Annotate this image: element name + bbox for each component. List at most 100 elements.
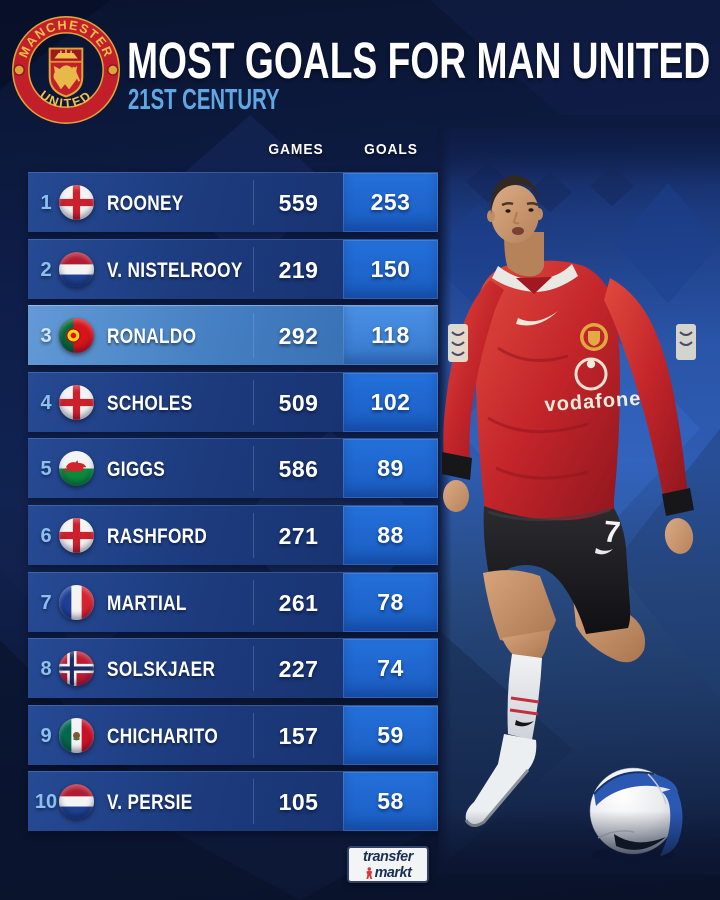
games-value: 586 <box>278 456 319 483</box>
shorts-waistband <box>487 508 611 521</box>
rank-label: 3 <box>40 325 52 348</box>
shirt-number: 7 <box>602 515 622 549</box>
sleeve-badge <box>676 324 696 360</box>
rank-label: 10 <box>34 791 58 814</box>
flag-norway-icon <box>59 651 94 687</box>
column-header-games: GAMES <box>268 141 324 158</box>
table-row: 9 CHICHARITO 157 59 <box>28 704 438 765</box>
goals-value: 150 <box>370 255 411 282</box>
rank-label: 7 <box>40 591 52 614</box>
transfermarkt-line1: transfer <box>363 848 413 865</box>
crest-rosette <box>13 64 26 76</box>
goals-value-box: 89 <box>343 439 438 499</box>
column-divider <box>253 379 254 425</box>
column-divider <box>253 180 254 225</box>
player-name: GIGGS <box>107 458 166 482</box>
crest-bottom-text: UNITED <box>37 87 93 111</box>
transfermarkt-mascot-icon <box>366 867 372 879</box>
table-row: 10 V. PERSIE 105 58 <box>28 771 438 832</box>
player-boot <box>465 734 537 826</box>
column-header-goals: GOALS <box>364 141 418 158</box>
table-row: 2 V. NISTELROOY 219 150 <box>28 238 438 299</box>
player-right-hand <box>443 480 469 512</box>
nike-swoosh-icon <box>515 720 534 727</box>
table-row: 8 SOLSKJAER 227 74 <box>28 638 438 699</box>
games-value: 559 <box>278 190 319 216</box>
sleeve-badge-mark <box>679 331 693 346</box>
column-divider <box>253 646 254 692</box>
shirt-collar <box>492 264 578 292</box>
games-value: 261 <box>278 589 319 616</box>
table-row: 4 SCHOLES 509 102 <box>28 371 438 432</box>
table-row: 7 MARTIAL 261 78 <box>28 571 438 632</box>
flag-england-icon <box>59 185 94 220</box>
crest-shield <box>48 47 84 98</box>
goals-value: 102 <box>370 388 411 415</box>
goals-value-box: 102 <box>343 372 438 432</box>
goals-value: 78 <box>377 588 404 615</box>
page-title: MOST GOALS FOR MAN UNITED <box>127 32 711 89</box>
svg-text:UNITED: UNITED <box>37 87 95 111</box>
games-value: 509 <box>278 389 319 416</box>
rank-label: 1 <box>40 192 52 214</box>
sock-stripes <box>509 696 540 716</box>
transfermarkt-line2: markt <box>374 864 412 881</box>
player-name: RASHFORD <box>107 525 208 548</box>
games-value: 292 <box>278 323 319 350</box>
shirt-cuff <box>442 452 472 480</box>
player-neck <box>504 232 544 277</box>
flag-england-icon <box>59 518 94 553</box>
player-name: V. PERSIE <box>107 791 193 815</box>
sleeve-badge-mark <box>451 331 465 356</box>
column-divider <box>253 446 254 492</box>
column-divider <box>253 513 254 558</box>
goals-value: 59 <box>377 721 404 748</box>
player-name: SOLSKJAER <box>107 658 216 682</box>
goals-value-box: 59 <box>343 705 438 765</box>
rank-label: 4 <box>40 391 52 414</box>
column-divider <box>253 712 254 758</box>
transfermarkt-logo: transfer markt <box>347 846 429 883</box>
table-row: 5 GIGGS 586 89 <box>28 438 438 499</box>
flag-wales-icon <box>59 451 94 487</box>
goals-value-box: 150 <box>343 239 438 299</box>
player-shirt-torso <box>475 260 620 525</box>
goals-value: 89 <box>377 455 404 482</box>
ronaldo-figure: vodafone 7 <box>442 175 696 863</box>
collar-v <box>516 277 552 294</box>
table-rows: 1 ROONEY 559 253 2 V. NISTELROOY 219 150 3 RONALD… <box>28 172 438 872</box>
goals-value-box: 118 <box>343 306 438 366</box>
photo-top-fade <box>438 128 720 183</box>
table-row: 6 RASHFORD 271 88 <box>28 505 438 565</box>
player-head <box>487 175 543 243</box>
flag-mexico-icon <box>59 717 94 753</box>
games-value: 271 <box>278 523 319 549</box>
flag-england-icon <box>59 384 94 420</box>
rank-label: 8 <box>40 658 52 681</box>
player-name: ROONEY <box>107 192 184 215</box>
player-right-knee <box>502 630 550 660</box>
games-value: 227 <box>278 656 319 683</box>
table-row: 3 RONALDO 292 118 <box>28 305 438 366</box>
nike-swoosh-icon <box>516 311 558 326</box>
player-sock <box>507 654 542 740</box>
goals-value-box: 78 <box>343 572 438 632</box>
player-left-arm <box>604 278 688 500</box>
rank-label: 9 <box>40 724 52 747</box>
column-divider <box>253 779 254 825</box>
player-name: MARTIAL <box>107 591 187 615</box>
goals-value-box: 88 <box>343 506 438 565</box>
rank-label: 6 <box>40 525 52 547</box>
games-value: 157 <box>278 722 319 749</box>
club-crest: MANCHESTER UNITED <box>12 16 120 124</box>
player-name: SCHOLES <box>107 391 193 415</box>
goals-value-box: 253 <box>343 173 438 232</box>
goals-value-box: 74 <box>343 639 438 699</box>
goals-value-box: 58 <box>343 772 438 832</box>
games-value: 219 <box>278 256 319 283</box>
shirt-folds <box>487 346 589 480</box>
table-row: 1 ROONEY 559 253 <box>28 172 438 232</box>
flag-netherlands-icon <box>59 784 94 820</box>
flag-portugal-icon <box>59 318 94 354</box>
